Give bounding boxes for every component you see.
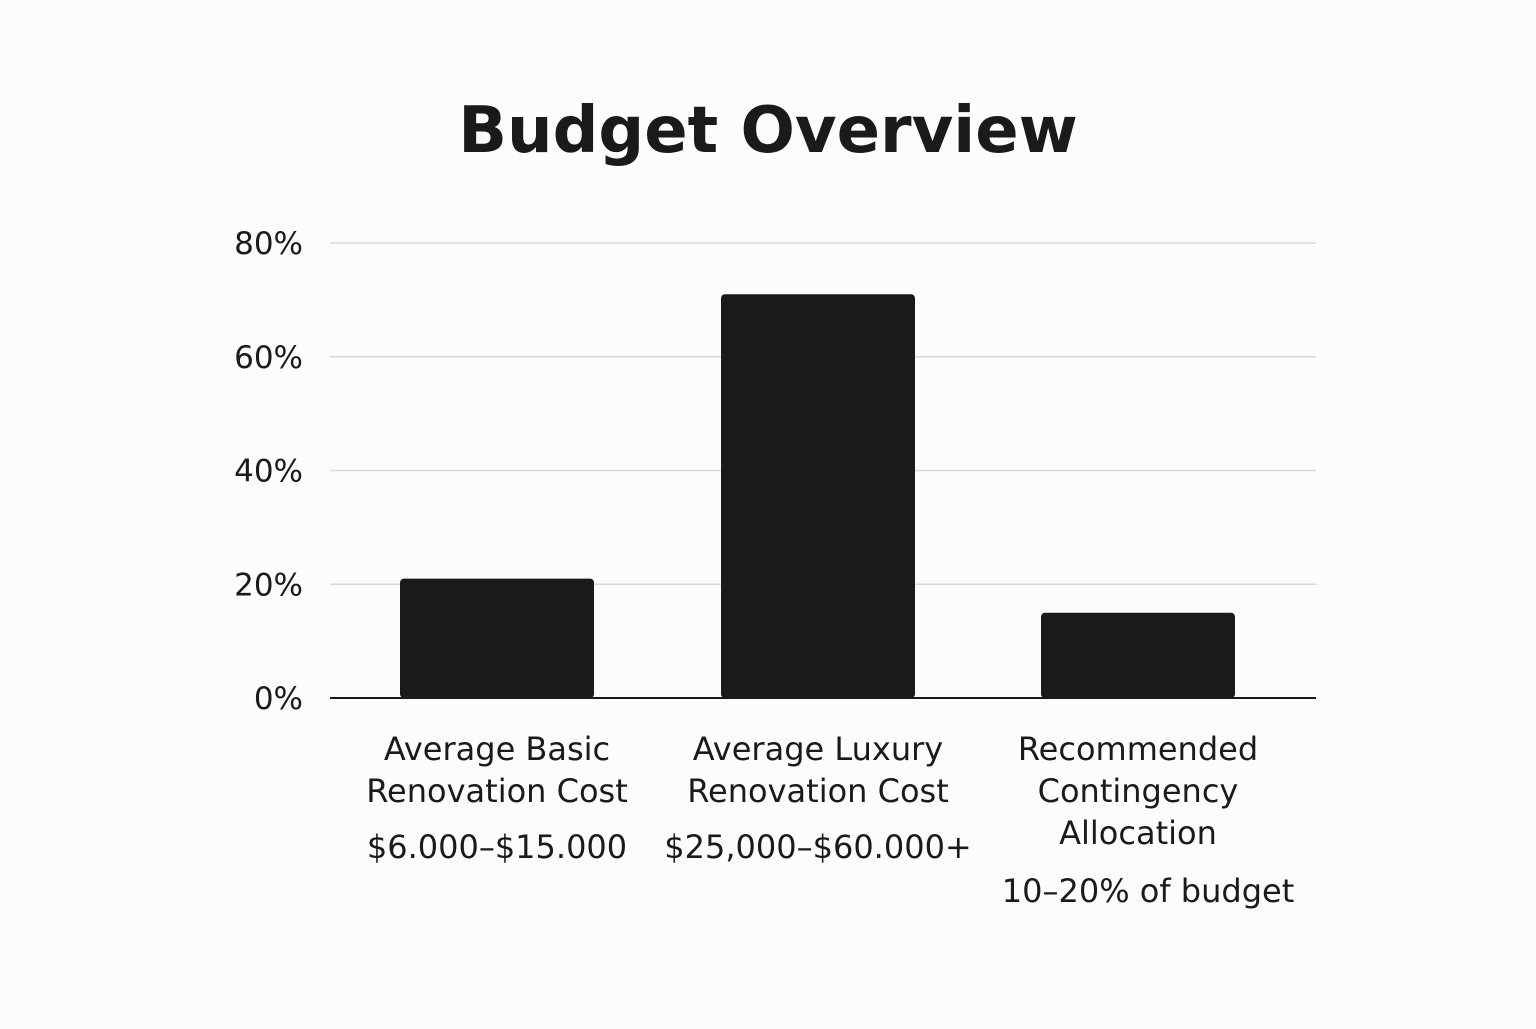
category-label-line: Average Luxury (693, 730, 943, 768)
category-label-line: Contingency (1038, 772, 1239, 810)
category-label-line: Average Basic (384, 730, 610, 768)
chart-title: Budget Overview (458, 94, 1078, 168)
y-tick-label: 40% (234, 454, 303, 490)
y-tick-label: 20% (234, 567, 303, 603)
bars (400, 294, 1235, 698)
category-value-label: $6.000–$15.000 (367, 828, 627, 866)
category-label-line: Renovation Cost (366, 772, 628, 810)
bar-2 (721, 294, 915, 698)
bar-3 (1041, 612, 1235, 698)
category-label-line: Recommended (1018, 730, 1258, 768)
category-value-label: 10–20% of budget (1002, 872, 1294, 910)
y-axis-ticks: 0% 20% 40% 60% 80% (234, 226, 303, 717)
bar-1 (400, 578, 594, 698)
y-tick-label: 80% (234, 226, 303, 262)
category-labels: Average Basic Renovation Cost $6.000–$15.0… (366, 730, 1294, 910)
category-value-label: $25,000–$60.000+ (664, 828, 971, 866)
category-label-line: Renovation Cost (687, 772, 949, 810)
y-tick-label: 60% (234, 340, 303, 376)
category-label-line: Allocation (1059, 814, 1217, 852)
y-tick-label: 0% (254, 681, 303, 717)
